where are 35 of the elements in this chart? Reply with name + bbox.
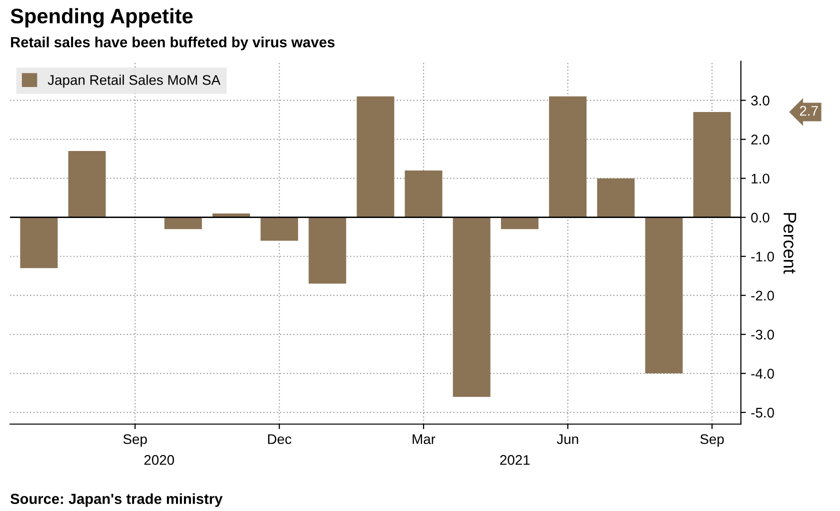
y-tick-label: -3.0 — [751, 330, 774, 340]
bar — [308, 217, 346, 284]
x-tick-label: Mar — [412, 434, 436, 444]
bar — [164, 217, 202, 230]
x-tick-label: Dec — [268, 434, 292, 444]
y-tick-label: 2.0 — [751, 134, 770, 145]
text: 2021 — [500, 455, 530, 465]
bar — [693, 112, 731, 218]
legend-label: Japan Retail Sales MoM SA — [48, 74, 220, 88]
bar — [645, 217, 683, 374]
bar — [68, 151, 106, 218]
text: 2.7 — [800, 106, 818, 116]
bar — [549, 96, 587, 218]
source-note: Source: Japan's trade ministry — [10, 493, 223, 507]
y-tick-label: -4.0 — [751, 368, 774, 379]
x-tick-label: Jun — [556, 434, 578, 444]
bar — [452, 217, 490, 397]
y-tick-label: -2.0 — [751, 290, 774, 301]
y-tick-label: -1.0 — [751, 252, 774, 262]
chart-title: Spending Appetite — [10, 8, 193, 28]
x-tick-label: Sep — [123, 434, 147, 447]
chart-subtitle: Retail sales have been buffeted by virus waves — [11, 36, 335, 50]
y-tick-label: 3.0 — [751, 96, 770, 106]
bar — [597, 178, 635, 218]
bar — [20, 217, 58, 268]
x-tick-label: Sep — [700, 434, 724, 447]
y-axis-title: Percent — [783, 213, 796, 274]
bar — [500, 217, 538, 230]
bar — [404, 170, 442, 218]
bar — [356, 96, 394, 218]
y-tick-label: 0.0 — [751, 212, 770, 223]
text: 2020 — [144, 455, 174, 465]
bar — [260, 217, 298, 241]
y-tick-label: 1.0 — [752, 174, 770, 184]
y-tick-label: -5.0 — [751, 408, 774, 418]
